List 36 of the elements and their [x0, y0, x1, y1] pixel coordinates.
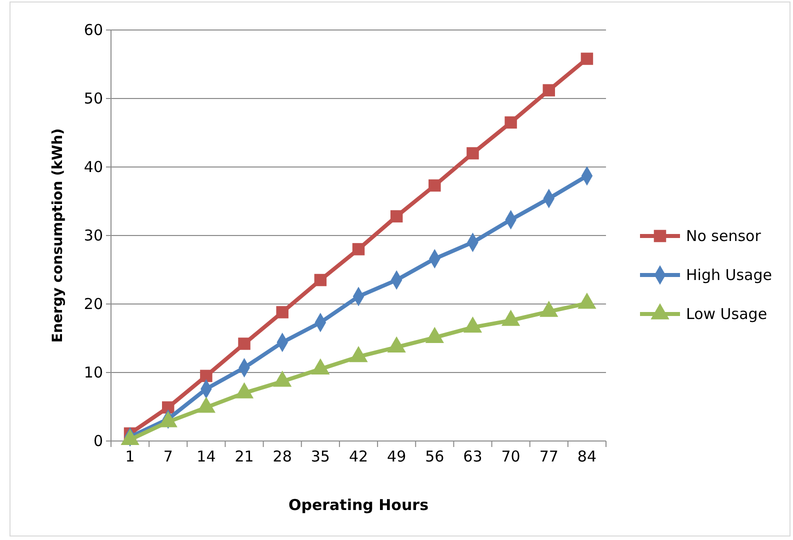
x-axis-title: Operating Hours [288, 496, 429, 514]
x-tick-label: 7 [163, 448, 173, 466]
point [504, 116, 517, 129]
point [390, 210, 403, 222]
x-tick-label: 77 [539, 448, 558, 466]
point [314, 274, 327, 286]
x-tick-label: 56 [425, 448, 444, 466]
point [238, 338, 250, 350]
y-axis-title: Energy consumption (kWh) [50, 128, 66, 343]
x-tick-label: 70 [501, 448, 520, 466]
point [352, 243, 365, 256]
y-tick-label: 30 [84, 226, 103, 244]
y-tick-label: 20 [84, 294, 103, 313]
x-tick-label: 21 [234, 448, 254, 466]
x-tick-label: 14 [196, 448, 216, 466]
x-tick-label: 35 [310, 448, 330, 466]
y-tick-label: 0 [93, 432, 103, 450]
point [428, 179, 441, 192]
y-tick-label: 10 [84, 363, 103, 382]
point [580, 52, 594, 65]
y-tick-label: 50 [84, 89, 103, 108]
x-tick-label: 42 [348, 448, 368, 466]
x-tick-label: 84 [577, 448, 597, 466]
x-tick-label: 1 [125, 448, 135, 466]
point [276, 306, 288, 318]
legend-label: No sensor [686, 227, 762, 245]
y-tick-label: 60 [84, 20, 103, 39]
x-tick-label: 63 [463, 448, 482, 466]
point [466, 147, 479, 160]
legend-label: Low Usage [686, 305, 768, 323]
legend-label: High Usage [686, 266, 772, 284]
x-tick-label: 28 [272, 448, 292, 466]
y-tick-label: 40 [84, 158, 103, 176]
point [200, 370, 212, 382]
point [542, 84, 556, 96]
x-tick-label: 49 [387, 448, 406, 466]
